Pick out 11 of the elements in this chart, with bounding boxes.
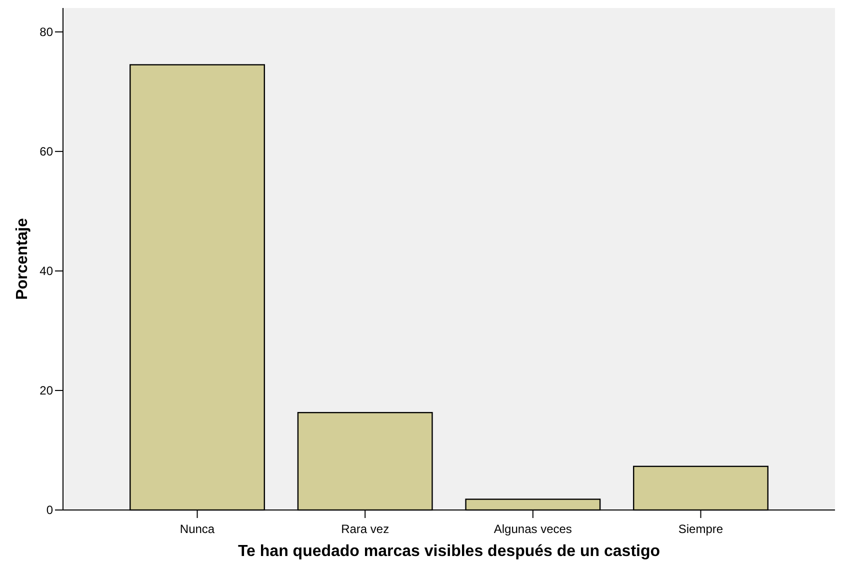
y-tick-label: 0 bbox=[46, 503, 54, 518]
x-tick-label: Rara vez bbox=[341, 522, 390, 536]
x-tick-label: Algunas veces bbox=[494, 522, 572, 536]
y-tick-label: 80 bbox=[40, 25, 54, 40]
x-tick-label: Nunca bbox=[180, 522, 215, 536]
y-tick-label: 40 bbox=[40, 264, 54, 278]
x-tick-label: Siempre bbox=[678, 522, 724, 536]
x-axis-title: Te han quedado marcas visibles después de un castigo bbox=[238, 543, 660, 560]
y-tick-label: 20 bbox=[40, 384, 54, 398]
y-axis-title: Porcentaje bbox=[14, 218, 31, 300]
y-tick-label: 60 bbox=[40, 144, 54, 159]
